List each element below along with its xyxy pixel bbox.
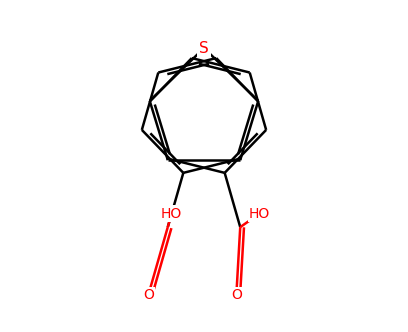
Text: HO: HO [161,207,182,220]
Text: HO: HO [249,207,270,220]
Text: O: O [231,288,242,302]
Text: O: O [143,288,154,302]
Text: S: S [199,41,209,55]
